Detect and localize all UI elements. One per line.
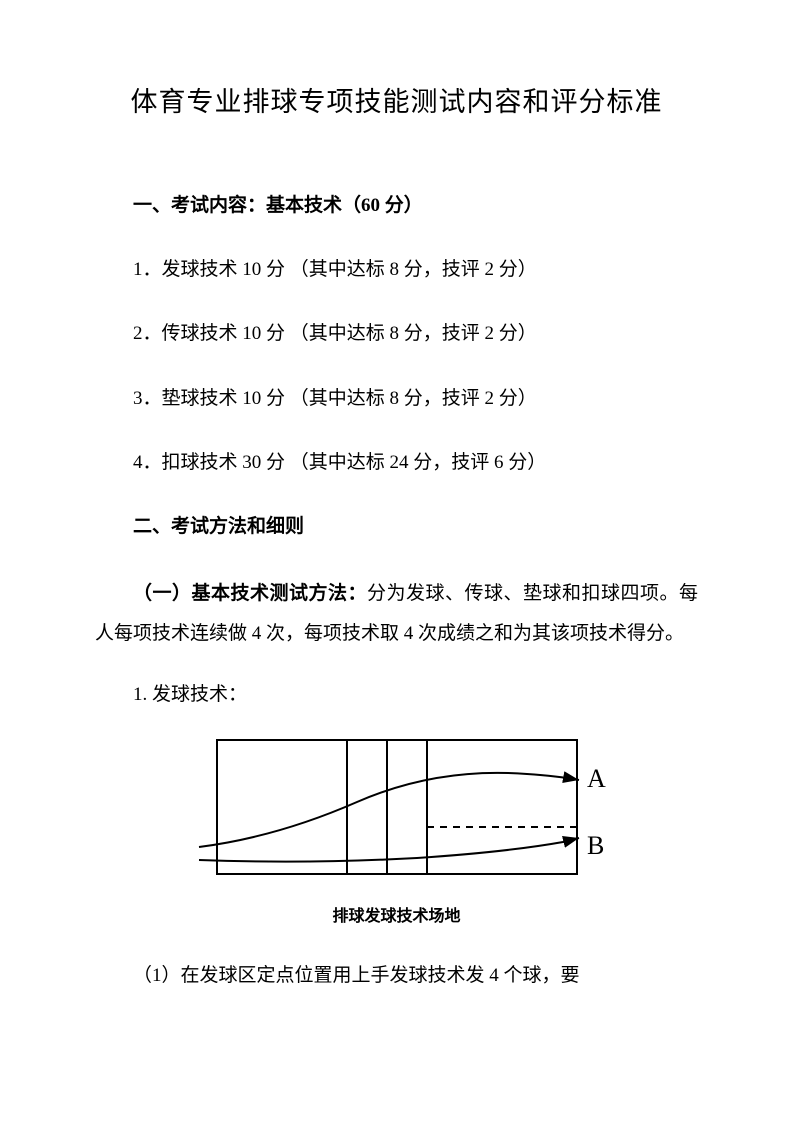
list-item: 1．发球技术 10 分 （其中达标 8 分，技评 2 分） (95, 253, 698, 287)
method-paragraph: （一）基本技术测试方法：分为发球、传球、垫球和扣球四项。每人每项技术连续做 4 … (95, 574, 698, 654)
diagram-caption: 排球发球技术场地 (95, 902, 698, 926)
svg-text:B: B (587, 831, 604, 860)
section-1-heading: 一、考试内容：基本技术（60 分） (95, 189, 698, 223)
serve-diagram: AB (95, 732, 698, 882)
sub-item-1: 1. 发球技术： (95, 678, 698, 712)
method-label: （一）基本技术测试方法： (133, 583, 367, 604)
list-item: 4．扣球技术 30 分 （其中达标 24 分，技评 6 分） (95, 446, 698, 480)
list-item: 2．传球技术 10 分 （其中达标 8 分，技评 2 分） (95, 317, 698, 351)
section-2-heading: 二、考试方法和细则 (95, 510, 698, 544)
page-title: 体育专业排球专项技能测试内容和评分标准 (95, 80, 698, 119)
svg-text:A: A (587, 764, 606, 793)
serve-court-svg: AB (187, 732, 607, 882)
list-item: 3．垫球技术 10 分 （其中达标 8 分，技评 2 分） (95, 382, 698, 416)
rule-1-paragraph: （1）在发球区定点位置用上手发球技术发 4 个球，要 (95, 956, 698, 996)
